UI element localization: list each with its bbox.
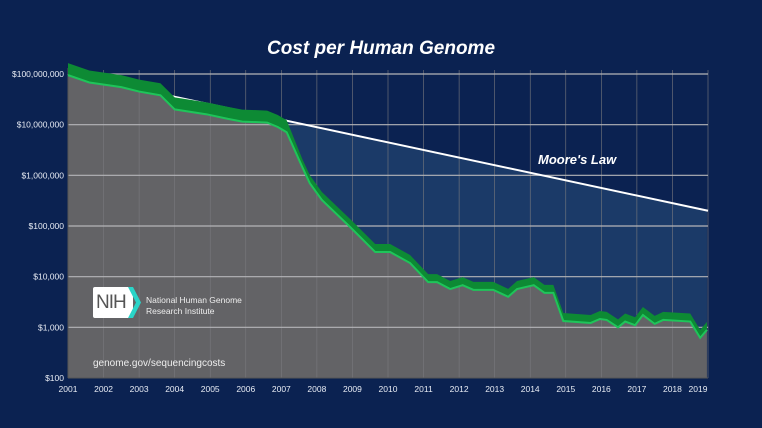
nih-chevron-icon — [128, 287, 141, 318]
chart-title: Cost per Human Genome — [266, 38, 496, 59]
source-url: genome.gov/sequencingcosts — [93, 358, 226, 369]
x-tick-label: 2002 — [94, 384, 113, 394]
y-tick-label: $1,000,000 — [21, 170, 64, 180]
x-tick-label: 2017 — [627, 384, 646, 394]
moore-gap-area — [68, 74, 707, 338]
x-tick-label: 2004 — [165, 384, 184, 394]
x-tick-label: 2008 — [307, 384, 326, 394]
x-tick-label: 2001 — [59, 384, 78, 394]
x-tick-label: 2018 — [663, 384, 682, 394]
x-tick-label: 2012 — [450, 384, 469, 394]
x-tick-label: 2014 — [521, 384, 540, 394]
moores-law-label: Moore's Law — [538, 152, 617, 167]
y-tick-label: $100 — [45, 373, 64, 383]
moores-law-line — [67, 73, 709, 212]
cost-area — [68, 75, 707, 379]
institute-line-1: National Human Genome — [146, 295, 242, 305]
x-tick-label: 2007 — [272, 384, 291, 394]
x-tick-label: 2009 — [343, 384, 362, 394]
y-tick-label: $100,000 — [29, 221, 65, 231]
x-tick-label: 2006 — [236, 384, 255, 394]
y-tick-label: $10,000 — [33, 272, 64, 282]
x-tick-label: 2005 — [201, 384, 220, 394]
nih-logo-text: NIH — [96, 292, 127, 313]
institute-line-2: Research Institute — [146, 306, 215, 316]
nih-logo: NIH — [93, 287, 133, 318]
x-tick-label: 2010 — [379, 384, 398, 394]
institute-name: National Human Genome Research Institute — [146, 295, 242, 317]
x-tick-label: 2019 — [689, 384, 708, 394]
x-tick-label: 2011 — [414, 384, 433, 394]
x-tick-label: 2015 — [556, 384, 575, 394]
x-tick-label: 2016 — [592, 384, 611, 394]
x-tick-label: 2013 — [485, 384, 504, 394]
x-tick-label: 2003 — [130, 384, 149, 394]
y-tick-label: $100,000,000 — [12, 69, 64, 79]
cost-band — [68, 63, 707, 338]
y-tick-label: $1,000 — [38, 322, 64, 332]
y-tick-label: $10,000,000 — [17, 120, 65, 130]
